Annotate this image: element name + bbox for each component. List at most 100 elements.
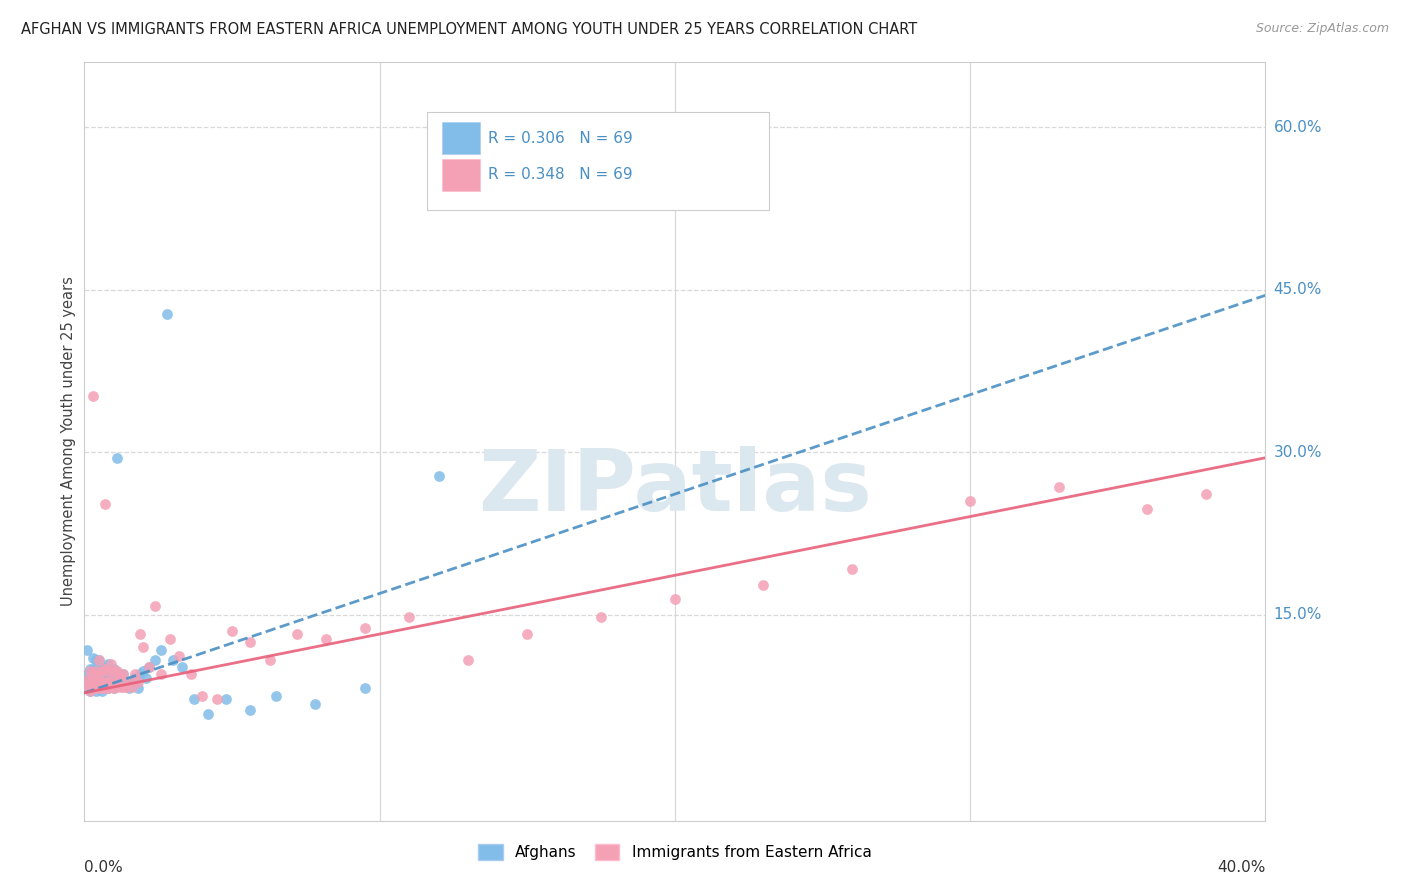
Point (94, 497, 117, 511)
Point (138, 660, 160, 674)
Point (215, 692, 238, 706)
Point (91, 683, 114, 698)
Point (79, 675, 101, 690)
Text: R = 0.348   N = 69: R = 0.348 N = 69 (488, 167, 633, 182)
Point (259, 653, 281, 667)
Point (159, 632, 181, 646)
Point (124, 667, 146, 681)
Point (354, 681, 377, 696)
Point (79, 664, 101, 678)
Point (87, 675, 111, 690)
Point (97, 681, 120, 696)
Point (103, 662, 125, 676)
Point (91, 662, 114, 676)
Point (591, 610, 613, 624)
Text: Source: ZipAtlas.com: Source: ZipAtlas.com (1256, 22, 1389, 36)
Point (124, 671, 146, 685)
Point (94, 668, 117, 682)
Point (82, 681, 104, 695)
Point (398, 610, 420, 624)
Point (97, 667, 120, 681)
Point (841, 562, 863, 576)
Point (239, 703, 262, 717)
Point (82, 667, 104, 681)
Point (108, 669, 131, 684)
Point (82, 681, 104, 696)
Point (266, 689, 288, 703)
Point (82, 662, 104, 676)
Point (82, 675, 104, 690)
Point (97, 657, 120, 671)
Point (87, 675, 111, 690)
Text: 15.0%: 15.0% (1274, 607, 1322, 623)
Point (87, 667, 111, 681)
FancyBboxPatch shape (443, 122, 479, 154)
Point (94, 662, 117, 676)
Point (76, 673, 98, 687)
Point (100, 681, 122, 695)
Point (103, 681, 125, 696)
Point (97, 675, 120, 690)
FancyBboxPatch shape (443, 159, 479, 191)
Point (79, 683, 101, 698)
Point (180, 667, 202, 681)
Point (111, 681, 134, 695)
Point (76, 667, 98, 681)
Point (82, 675, 104, 690)
Point (94, 675, 117, 690)
Point (97, 681, 120, 696)
Point (103, 673, 125, 687)
Point (108, 681, 131, 695)
Point (143, 599, 166, 614)
Point (105, 675, 128, 690)
Point (132, 664, 155, 678)
Point (121, 675, 143, 690)
Text: ZIPatlas: ZIPatlas (478, 445, 872, 529)
Point (108, 675, 131, 690)
Point (105, 450, 128, 465)
Point (79, 675, 101, 690)
Point (167, 648, 190, 663)
Point (114, 681, 136, 695)
Point (127, 681, 149, 696)
Point (97, 675, 120, 690)
Point (82, 389, 104, 403)
Point (664, 591, 686, 606)
Point (170, 660, 193, 674)
Point (752, 577, 775, 591)
Point (91, 677, 114, 691)
Point (111, 667, 134, 681)
Point (103, 681, 125, 696)
Point (100, 673, 122, 687)
Point (111, 667, 134, 681)
Legend: Afghans, Immigrants from Eastern Africa: Afghans, Immigrants from Eastern Africa (472, 838, 877, 866)
Point (105, 664, 128, 678)
Point (79, 671, 101, 685)
Point (105, 678, 128, 692)
Point (97, 664, 120, 678)
Point (87, 664, 111, 678)
Point (84, 681, 107, 696)
Point (100, 681, 122, 695)
Point (150, 642, 173, 657)
Point (162, 653, 184, 667)
Point (84, 683, 107, 698)
Point (354, 621, 377, 635)
Point (304, 697, 326, 711)
Point (118, 681, 141, 696)
Point (129, 627, 152, 641)
Point (103, 664, 125, 678)
Text: 30.0%: 30.0% (1274, 445, 1322, 460)
Point (100, 673, 122, 687)
Point (1195, 486, 1218, 500)
Text: 45.0%: 45.0% (1274, 283, 1322, 297)
Point (156, 307, 179, 321)
Point (100, 657, 122, 671)
Point (76, 642, 98, 657)
Point (1136, 501, 1159, 516)
Point (87, 681, 111, 696)
Point (239, 635, 262, 649)
Point (108, 667, 131, 681)
FancyBboxPatch shape (427, 112, 769, 211)
Point (959, 494, 981, 508)
